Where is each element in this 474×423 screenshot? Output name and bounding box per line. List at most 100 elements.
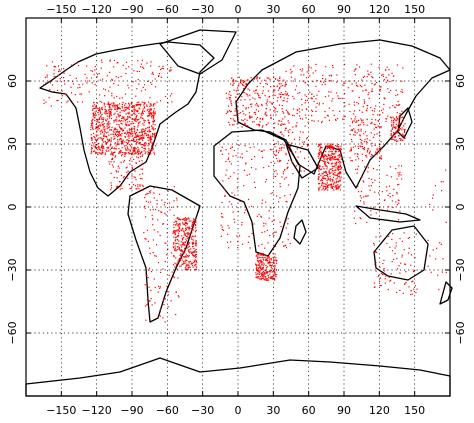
station-point-russia-central-asia: [386, 118, 388, 120]
station-point-south-america-east: [186, 218, 188, 220]
station-point-south-america-east: [176, 222, 178, 225]
station-point-south-america-east: [172, 246, 174, 248]
station-point-north-america: [154, 128, 156, 130]
station-point-north-america: [143, 131, 145, 133]
station-point-pacific-islands: [440, 181, 442, 183]
station-point-europe: [238, 83, 240, 85]
station-point-russia-central-asia: [382, 73, 384, 75]
station-point-north-america: [153, 118, 155, 120]
south-america-coast: [127, 185, 201, 323]
station-point-south-america: [174, 249, 176, 252]
station-point-north-america: [109, 106, 111, 109]
station-point-north-america: [90, 124, 92, 126]
station-point-southeast-asia: [361, 176, 363, 178]
station-point-south-america-east: [186, 244, 189, 246]
station-point-europe: [257, 93, 259, 95]
station-point-russia-central-asia: [337, 95, 339, 97]
station-point-africa: [238, 235, 241, 237]
station-point-north-america: [154, 112, 156, 115]
station-point-russia-central-asia: [291, 71, 293, 73]
station-point-south-america-east: [188, 226, 191, 228]
station-point-japan: [401, 121, 403, 124]
station-point-japan: [397, 129, 399, 131]
station-point-south-america: [176, 268, 178, 270]
station-point-north-america: [142, 130, 144, 133]
station-point-russia-central-asia: [290, 76, 292, 78]
station-point-africa: [224, 188, 226, 190]
station-point-africa: [267, 242, 269, 244]
station-point-southern-africa: [274, 259, 277, 261]
station-point-china: [379, 157, 381, 160]
station-point-africa: [261, 199, 264, 201]
station-point-russia-central-asia: [318, 104, 320, 106]
station-point-south-america: [173, 214, 175, 216]
station-point-africa: [238, 144, 240, 146]
station-point-australia: [413, 270, 415, 273]
station-point-north-america: [141, 111, 144, 113]
station-point-north-america: [126, 125, 128, 127]
station-point-china: [353, 120, 355, 122]
station-point-south-america: [164, 201, 166, 204]
station-point-south-america-east: [194, 224, 197, 226]
station-point-north-america: [106, 150, 108, 153]
station-point-southeast-asia: [363, 203, 365, 205]
station-point-russia-central-asia: [401, 91, 404, 93]
station-point-south-america-east: [186, 227, 188, 229]
station-point-north-america: [132, 135, 134, 137]
station-point-north-america: [95, 141, 98, 143]
station-point-australia: [394, 253, 396, 255]
station-point-india: [337, 187, 339, 189]
station-point-china: [375, 127, 378, 129]
station-point-north-america: [153, 113, 155, 115]
station-point-north-america: [126, 146, 128, 148]
station-point-north-america: [101, 152, 103, 154]
station-point-north-america: [108, 126, 110, 128]
station-point-india: [331, 171, 333, 173]
station-point-north-america: [115, 131, 117, 133]
station-point-africa: [284, 195, 286, 197]
station-point-europe: [257, 110, 260, 112]
station-point-south-america-east: [180, 250, 182, 252]
station-point-southern-africa: [258, 265, 261, 267]
station-point-canada-alaska: [111, 79, 113, 81]
station-point-canada-alaska: [135, 95, 137, 97]
station-point-south-america: [150, 298, 152, 300]
station-point-south-america-east: [175, 221, 178, 223]
station-point-south-america-east: [183, 244, 185, 246]
station-point-canada-alaska: [54, 66, 57, 68]
station-point-southern-africa: [271, 268, 273, 270]
station-point-africa: [277, 152, 280, 154]
station-point-north-america: [100, 133, 102, 135]
station-point-southern-africa: [271, 276, 273, 278]
station-point-central-america: [129, 158, 132, 160]
station-point-south-america-east: [193, 254, 195, 257]
station-point-north-america: [118, 115, 120, 117]
station-point-north-america: [119, 108, 121, 110]
station-point-south-america: [153, 229, 155, 231]
station-point-north-america: [133, 151, 135, 153]
station-point-russia-central-asia: [325, 78, 327, 80]
station-point-north-america: [113, 121, 115, 123]
station-point-southern-africa: [264, 272, 266, 275]
station-point-india: [329, 146, 331, 148]
station-point-russia-central-asia: [305, 108, 308, 111]
station-point-central-america: [139, 156, 142, 158]
station-point-southeast-asia: [367, 167, 369, 169]
station-point-russia-central-asia: [299, 91, 301, 94]
station-point-africa: [264, 181, 267, 183]
station-point-south-america: [145, 194, 147, 196]
station-point-southern-africa: [273, 268, 275, 271]
station-point-africa: [236, 178, 239, 180]
station-point-north-america: [148, 111, 150, 113]
station-point-north-america: [106, 124, 108, 126]
station-point-south-america-east: [179, 224, 181, 226]
station-point-north-america: [141, 133, 144, 136]
station-point-russia-central-asia: [381, 74, 383, 76]
station-point-north-america: [148, 115, 150, 117]
station-point-africa: [279, 186, 281, 188]
station-point-north-america: [151, 117, 153, 119]
station-point-india: [339, 171, 341, 173]
station-point-north-america: [137, 151, 139, 153]
station-point-southeast-asia: [371, 178, 373, 180]
station-point-australia: [376, 251, 378, 254]
